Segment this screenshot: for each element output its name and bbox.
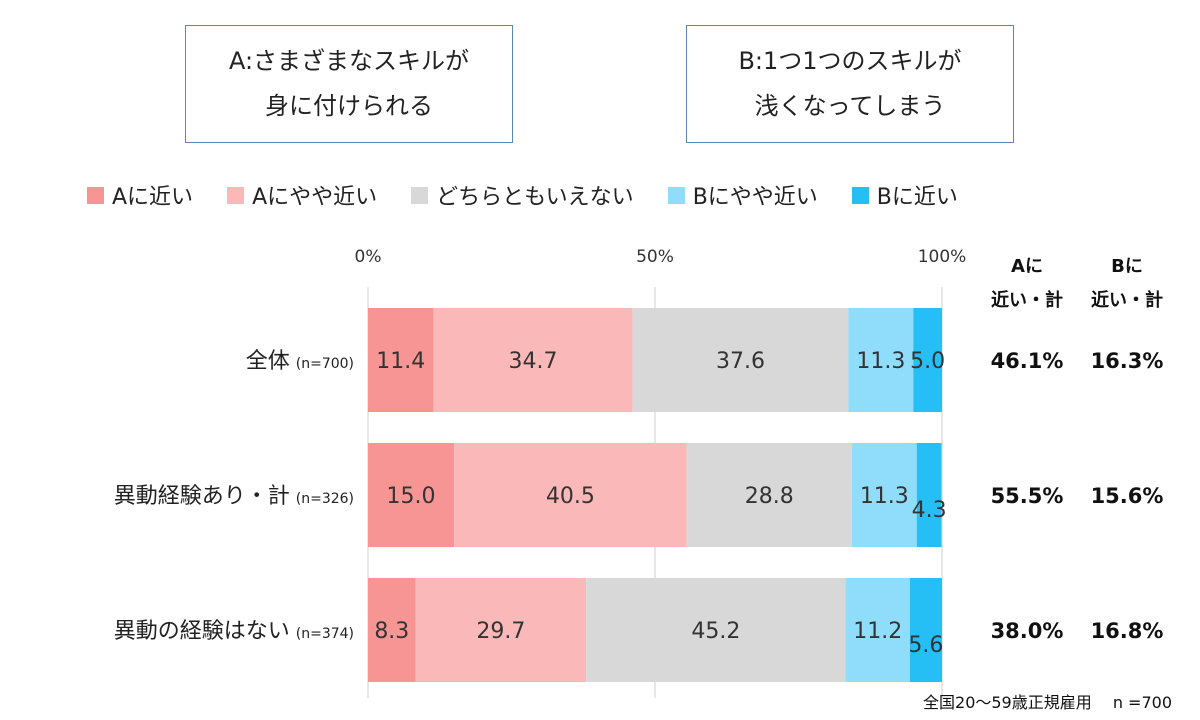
summary-value: 55.5% (991, 484, 1064, 508)
footnote: 全国20～59歳正規雇用 n =700 (923, 693, 1172, 712)
summary-header: 近い・計 (1091, 289, 1163, 311)
bar-segment (851, 443, 917, 547)
bar-segment (909, 578, 942, 682)
option-a-box: A:さまざまなスキルが 身に付けられる (185, 25, 513, 143)
data-label: 5.0 (910, 349, 945, 374)
data-label: 45.2 (691, 619, 740, 644)
category-n: (n=374) (296, 626, 354, 642)
legend-label: Aに近い (112, 185, 194, 210)
summary-value: 46.1% (991, 349, 1064, 373)
data-label: 40.5 (546, 484, 595, 509)
legend-label: どちらともいえない (436, 185, 634, 210)
bar-segment (368, 578, 416, 682)
bar-segment (368, 308, 434, 412)
bar-segment (913, 308, 942, 412)
option-a-line2: 身に付けられる (265, 92, 433, 120)
category-label: 全体 (n=700) (246, 349, 354, 374)
category-name: 異動の経験はない (114, 619, 290, 644)
summary-value: 38.0% (991, 619, 1064, 643)
bar-segment (686, 443, 852, 547)
option-b-line2: 浅くなってしまう (754, 92, 946, 120)
data-label: 37.6 (716, 349, 765, 374)
bar-segment (632, 308, 849, 412)
x-tick-label: 100% (918, 247, 967, 267)
data-label: 34.7 (509, 349, 558, 374)
chart-legend: Aに近い Aにやや近い どちらともいえない Bにやや近い Bに近い (87, 178, 992, 212)
summary-value: 16.8% (1091, 619, 1164, 643)
data-label: 29.7 (476, 619, 525, 644)
x-tick-label: 50% (636, 247, 674, 267)
summary-value: 16.3% (1091, 349, 1164, 373)
option-a-line1: A:さまざまなスキルが (228, 47, 470, 75)
data-label: 15.0 (387, 484, 436, 509)
bar-segment (916, 443, 942, 547)
option-b-line1: B:1つ1つのスキルが (738, 47, 962, 75)
data-label: 5.6 (908, 633, 943, 658)
data-label: 28.8 (745, 484, 794, 509)
category-name: 全体 (246, 349, 290, 374)
legend-swatch (227, 186, 245, 204)
data-label: 11.3 (860, 484, 909, 509)
legend-label: Bに近い (876, 185, 958, 210)
summary-header: Aに (1011, 256, 1043, 277)
legend-swatch (851, 186, 869, 204)
data-label: 11.3 (856, 349, 905, 374)
summary-header: 近い・計 (991, 289, 1063, 311)
option-b-box: B:1つ1つのスキルが 浅くなってしまう (686, 25, 1014, 143)
category-label: 異動経験あり・計 (n=326) (114, 484, 354, 509)
data-label: 4.3 (912, 498, 947, 523)
data-label: 11.4 (376, 349, 425, 374)
legend-swatch (411, 186, 429, 204)
legend-item: Aに近い (87, 179, 193, 211)
bar-segment (845, 578, 910, 682)
category-label: 異動の経験はない (n=374) (114, 619, 354, 644)
legend-item: Bに近い (851, 179, 958, 211)
data-label: 8.3 (374, 619, 409, 644)
category-n: (n=326) (296, 491, 354, 507)
bar-segment (586, 578, 846, 682)
bar-segment (415, 578, 587, 682)
legend-item: どちらともいえない (411, 179, 634, 211)
x-tick-label: 0% (355, 247, 382, 267)
legend-item: Bにやや近い (667, 179, 818, 211)
category-name: 異動経験あり・計 (114, 484, 290, 509)
legend-label: Bにやや近い (692, 185, 818, 210)
summary-header: Bに (1111, 256, 1143, 277)
category-n: (n=700) (296, 356, 354, 372)
legend-label: Aにやや近い (252, 185, 378, 210)
legend-swatch (87, 186, 104, 204)
legend-swatch (667, 186, 685, 204)
bar-segment (848, 308, 914, 412)
bar-segment (433, 308, 633, 412)
data-label: 11.2 (853, 619, 902, 644)
summary-value: 15.6% (1091, 484, 1164, 508)
legend-item: Aにやや近い (227, 179, 377, 211)
bar-segment (454, 443, 687, 547)
bar-segment (368, 443, 455, 547)
